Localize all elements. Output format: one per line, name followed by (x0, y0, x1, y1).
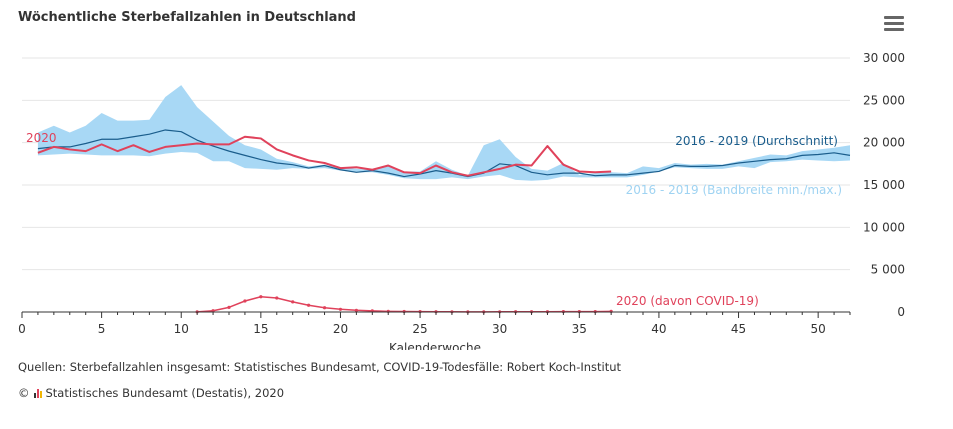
menu-line (884, 16, 904, 19)
menu-line (884, 28, 904, 31)
x-axis: 0 5 10 15 20 25 30 35 40 45 50 (18, 311, 851, 336)
source-note: Quellen: Sterbefallzahlen insgesamt: Sta… (18, 360, 622, 374)
hamburger-menu-icon[interactable] (884, 16, 904, 32)
y-tick-label: 0 (897, 305, 905, 319)
covid-point (307, 303, 311, 307)
destatis-logo-icon (33, 388, 42, 398)
y-tick-label: 15 000 (863, 178, 905, 192)
copyright-symbol: © (18, 386, 30, 400)
chart-title: Wöchentliche Sterbefallzahlen in Deutsch… (18, 10, 356, 25)
menu-line (884, 22, 904, 25)
series-2020-line (37, 135, 612, 177)
average-series-label: 2016 - 2019 (Durchschnitt) (675, 134, 838, 148)
x-tick-label: 15 (253, 322, 268, 336)
x-tick-label: 20 (333, 322, 348, 336)
x-tick-label: 45 (731, 322, 746, 336)
y-tick-label: 20 000 (863, 136, 905, 150)
covid-point (243, 299, 247, 303)
covid-point (354, 308, 358, 312)
y-tick-label: 25 000 (863, 93, 905, 107)
y-tick-label: 5 000 (871, 263, 905, 277)
series-2020-label: 2020 (26, 131, 57, 145)
covid-point (338, 307, 343, 311)
x-tick-label: 40 (651, 322, 666, 336)
x-tick-label: 25 (412, 322, 427, 336)
covid-point (322, 306, 327, 310)
series-layer (37, 129, 851, 314)
covid-point (227, 305, 231, 309)
band-area (37, 85, 850, 181)
covid-point (291, 300, 295, 304)
covid-line (197, 296, 612, 313)
covid-point (275, 296, 279, 300)
x-tick-label: 30 (492, 322, 507, 336)
copyright-note: © Statistisches Bundesamt (Destatis), 20… (18, 386, 284, 400)
band-layer (37, 85, 850, 181)
chart-canvas: 0 5 10 15 20 25 30 35 40 45 50 0 5 000 10 000 15 000 2… (18, 51, 905, 350)
copyright-text: Statistisches Bundesamt (Destatis), 2020 (45, 386, 285, 400)
x-tick-label: 10 (174, 322, 189, 336)
y-tick-label: 30 000 (863, 51, 905, 65)
grid-lines (22, 57, 850, 271)
covid-series-label: 2020 (davon COVID-19) (616, 294, 759, 308)
x-tick-label: 50 (811, 322, 826, 336)
y-axis: 0 5 000 10 000 15 000 20 000 25 000 30 000 (863, 51, 905, 319)
x-tick-label: 35 (572, 322, 587, 336)
x-tick-label: 0 (18, 322, 26, 336)
covid-point (259, 295, 263, 299)
x-tick-label: 5 (98, 322, 106, 336)
x-axis-title: Kalenderwoche (389, 341, 481, 350)
average-line (37, 129, 851, 178)
band-series-label: 2016 - 2019 (Bandbreite min./max.) (626, 183, 842, 197)
y-tick-label: 10 000 (863, 220, 905, 234)
